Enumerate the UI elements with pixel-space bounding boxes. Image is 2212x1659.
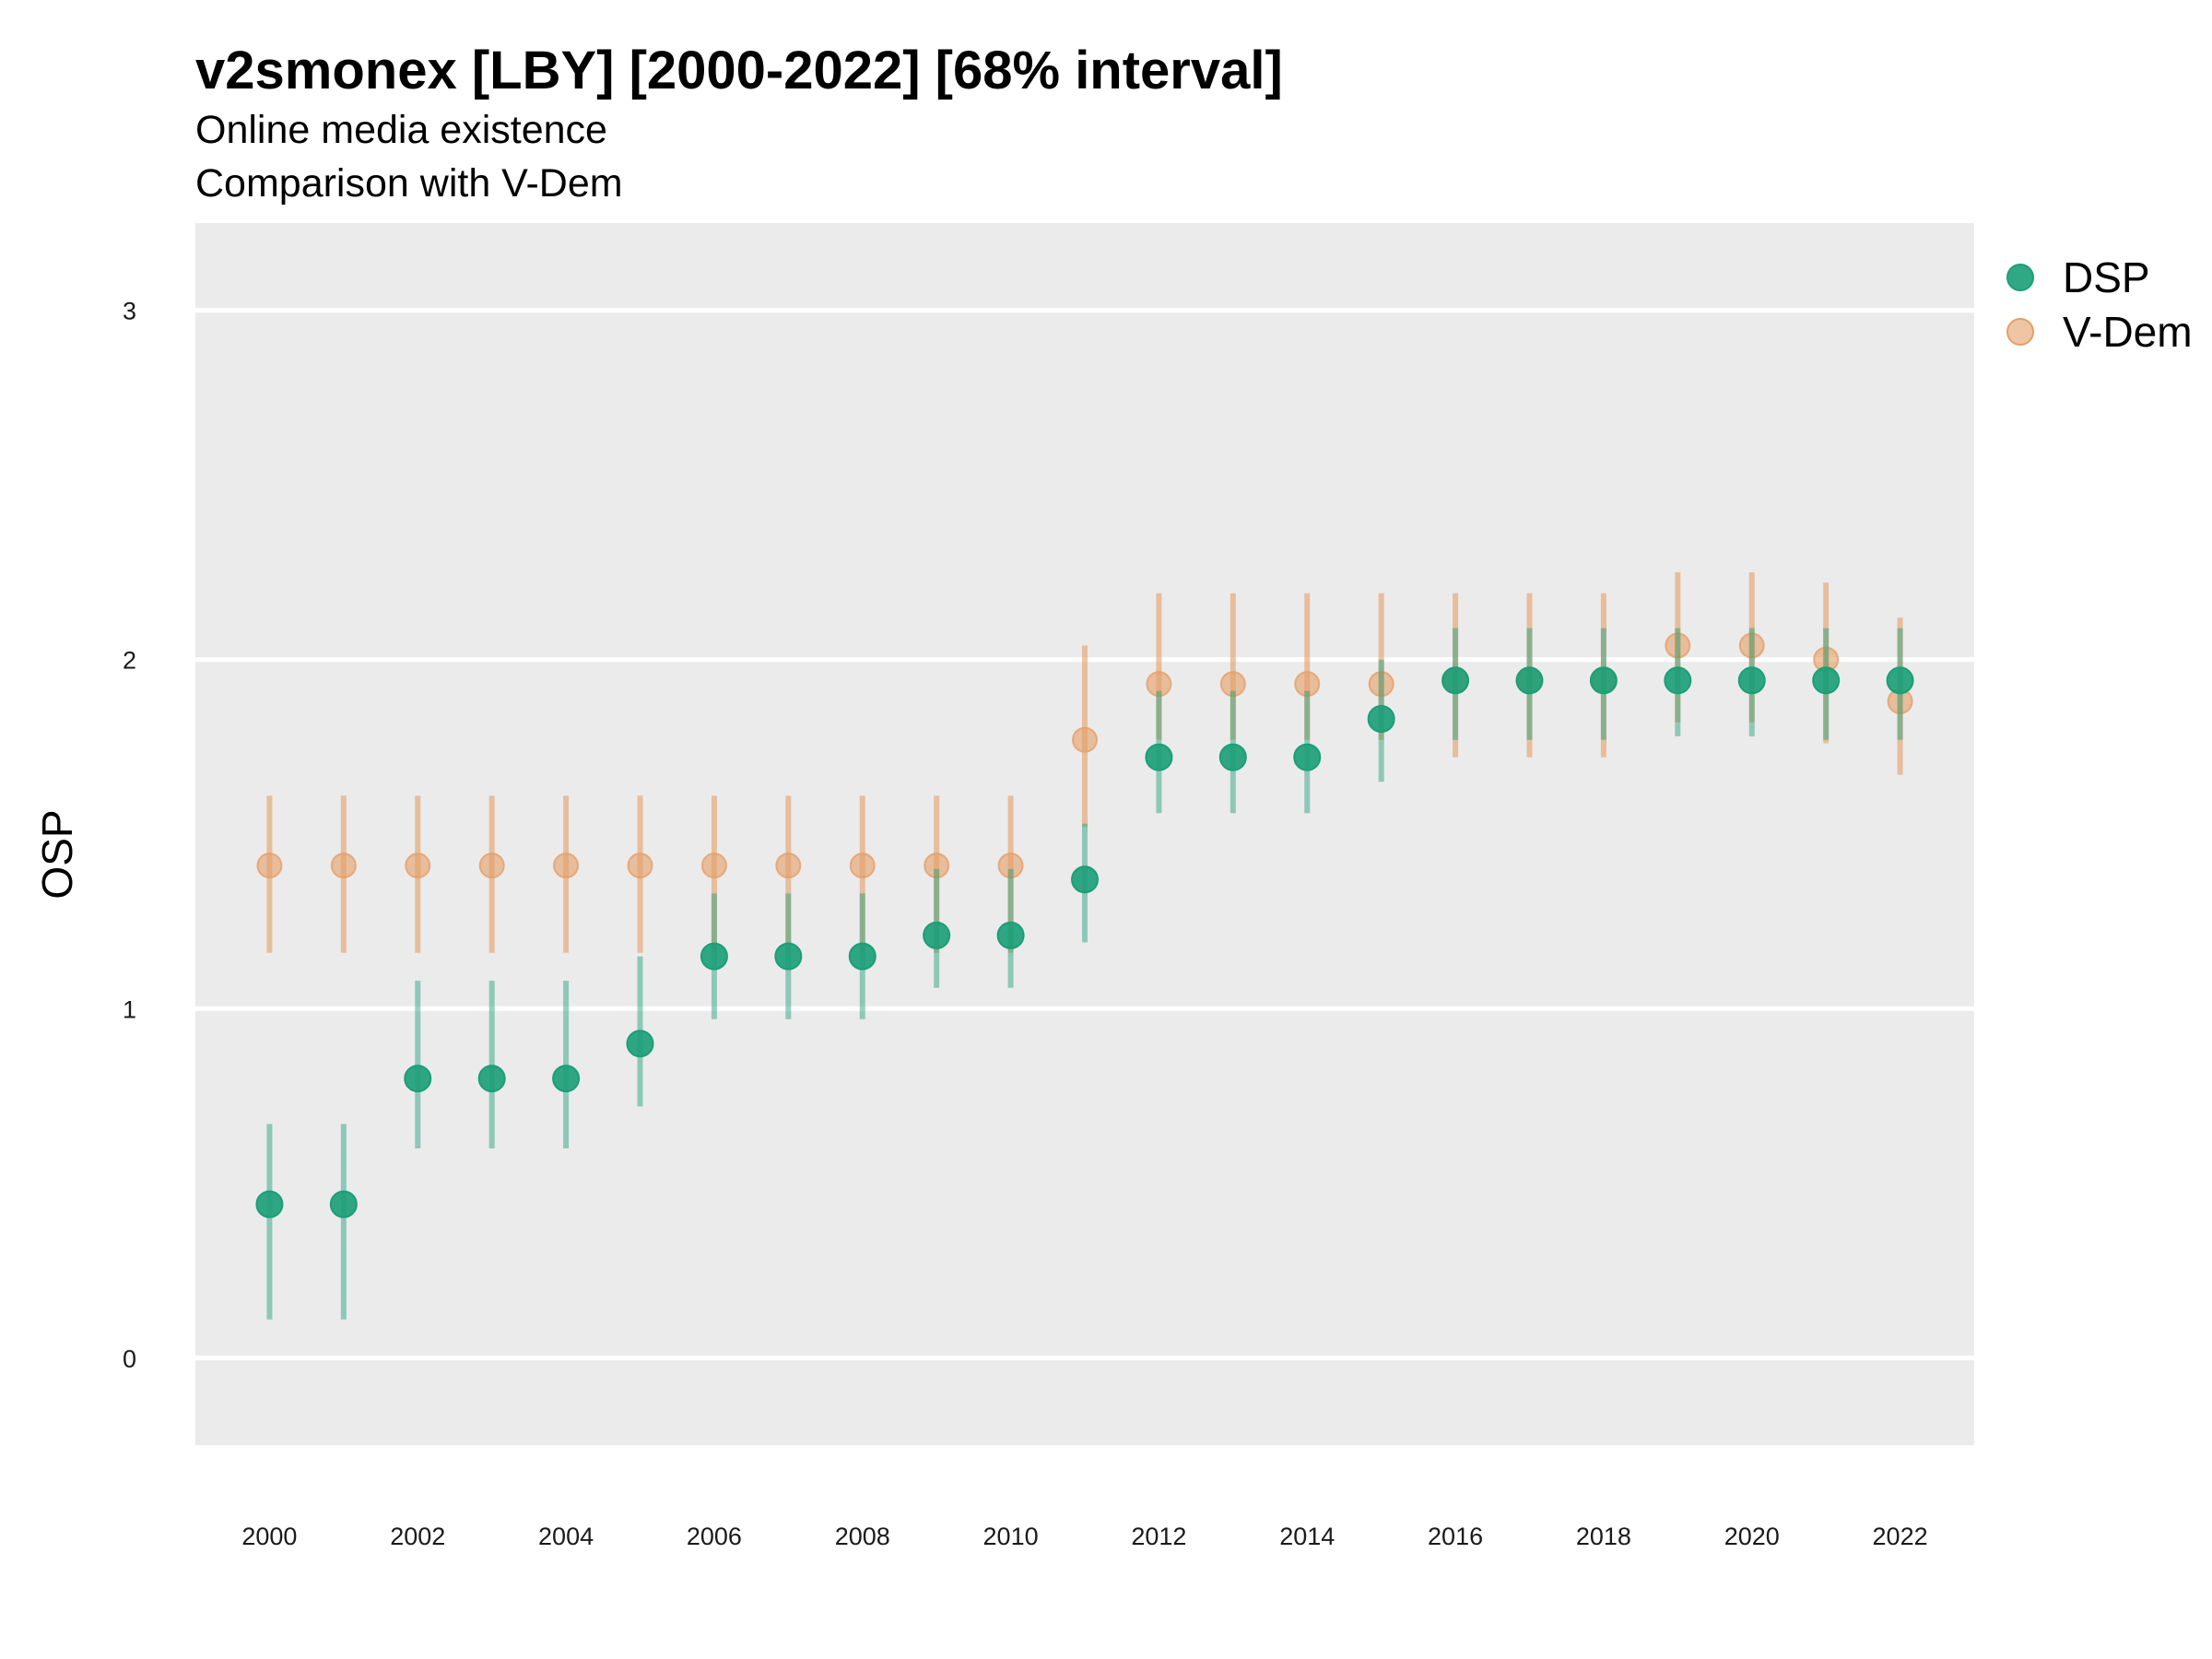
point-vdem-2012 (1146, 671, 1172, 698)
x-tick-label-2004: 2004 (538, 1523, 594, 1550)
point-vdem-2005 (627, 853, 653, 879)
point-dsp-2018 (1589, 666, 1618, 695)
point-vdem-2014 (1294, 671, 1321, 698)
point-dsp-2011 (1071, 865, 1099, 894)
x-tick-label-2014: 2014 (1279, 1523, 1335, 1550)
point-vdem-2008 (849, 853, 876, 879)
chart-subtitle-line-2: Comparison with V-Dem (195, 161, 623, 206)
legend-marker-vdem (2006, 318, 2034, 346)
point-dsp-2015 (1367, 704, 1395, 733)
point-vdem-2000 (256, 853, 283, 879)
x-tick-label-2006: 2006 (687, 1523, 742, 1550)
legend-label-vdem: V-Dem (2063, 308, 2193, 356)
point-dsp-2010 (996, 921, 1025, 949)
point-dsp-2013 (1218, 743, 1247, 771)
point-dsp-2019 (1664, 666, 1692, 695)
series-dsp (255, 628, 1914, 1320)
point-dsp-2005 (626, 1030, 654, 1058)
point-dsp-2001 (329, 1190, 358, 1218)
x-tick-label-2016: 2016 (1428, 1523, 1483, 1550)
point-vdem-2020 (1738, 632, 1765, 659)
legend-marker-dsp (2006, 264, 2034, 291)
point-dsp-2008 (848, 942, 877, 971)
point-vdem-2002 (405, 853, 431, 879)
point-vdem-2019 (1665, 632, 1691, 659)
point-dsp-2014 (1293, 743, 1322, 771)
y-tick-label-2: 2 (123, 647, 136, 675)
point-dsp-2009 (923, 921, 951, 949)
x-tick-label-2018: 2018 (1576, 1523, 1631, 1550)
point-vdem-2001 (330, 853, 357, 879)
x-tick-labels: 2000 2002 2004 2006 2008 2010 2012 2014 2016 2018… (241, 1523, 1927, 1550)
data-marks (255, 571, 1914, 1320)
point-dsp-2003 (477, 1065, 506, 1093)
point-dsp-2022 (1886, 666, 1914, 695)
point-dsp-2002 (404, 1065, 432, 1093)
y-axis-label: OSP (33, 809, 81, 899)
point-dsp-2016 (1441, 666, 1470, 695)
x-tick-label-2000: 2000 (241, 1523, 297, 1550)
x-tick-label-2022: 2022 (1873, 1523, 1928, 1550)
point-vdem-2013 (1219, 671, 1246, 698)
legend: DSP V-Dem (2006, 253, 2193, 356)
point-dsp-2020 (1737, 666, 1766, 695)
point-dsp-2017 (1515, 666, 1544, 695)
point-vdem-2007 (775, 853, 802, 879)
x-tick-label-2008: 2008 (835, 1523, 890, 1550)
point-dsp-2012 (1145, 743, 1173, 771)
chart-title: v2smonex [LBY] [2000-2022] [68% interval… (195, 41, 1283, 100)
point-dsp-2006 (700, 942, 728, 971)
point-vdem-2011 (1072, 726, 1098, 753)
y-tick-label-1: 1 (123, 995, 136, 1023)
point-vdem-2010 (997, 853, 1024, 879)
point-vdem-2015 (1368, 671, 1394, 698)
x-tick-label-2020: 2020 (1724, 1523, 1780, 1550)
y-tick-label-0: 0 (123, 1345, 136, 1372)
y-tick-labels: 0 1 2 3 (123, 298, 136, 1373)
point-dsp-2021 (1812, 666, 1841, 695)
x-tick-label-2010: 2010 (983, 1523, 1039, 1550)
point-vdem-2003 (478, 853, 505, 879)
point-dsp-2000 (255, 1190, 284, 1218)
y-tick-label-3: 3 (123, 298, 136, 325)
point-vdem-2006 (700, 853, 727, 879)
point-vdem-2004 (553, 853, 580, 879)
point-dsp-2007 (774, 942, 803, 971)
x-tick-label-2002: 2002 (390, 1523, 445, 1550)
chart-subtitle-line-1: Online media existence (195, 108, 607, 152)
point-vdem-2009 (924, 853, 950, 879)
legend-label-dsp: DSP (2063, 253, 2150, 301)
x-tick-label-2012: 2012 (1131, 1523, 1186, 1550)
point-dsp-2004 (552, 1065, 581, 1093)
